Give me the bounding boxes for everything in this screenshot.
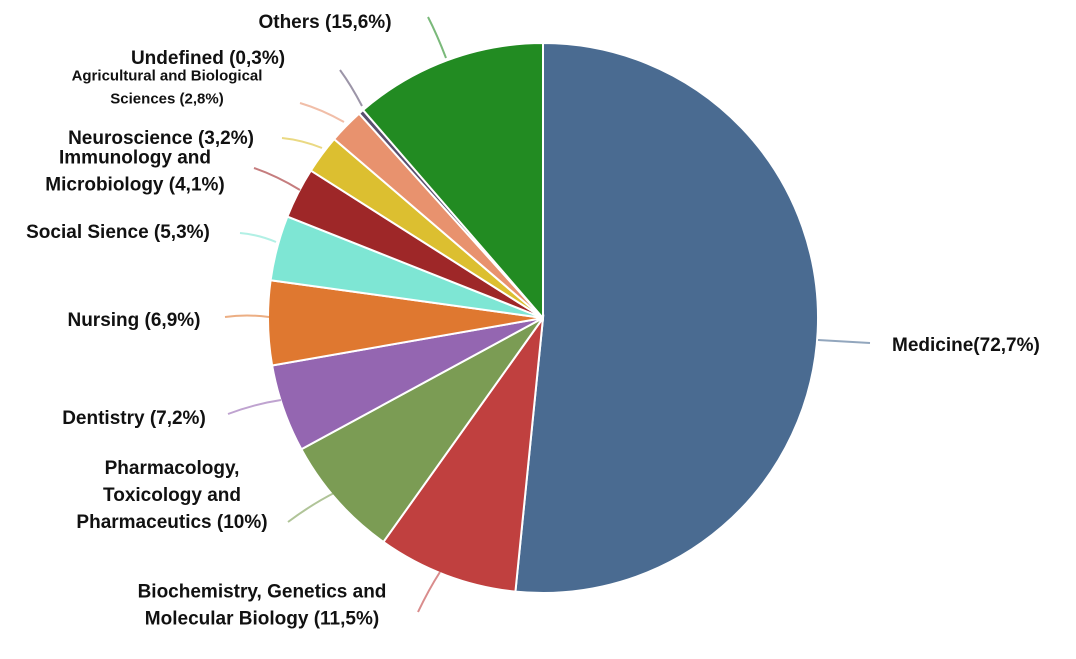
leader-line: [281, 137, 323, 149]
leader-line: [227, 399, 282, 415]
slice-label: Dentistry (7,2%): [62, 408, 206, 429]
leader-line: [239, 232, 277, 243]
pie-slice: [381, 314, 545, 593]
slice-label-line: Pharmacology,: [105, 458, 240, 479]
slice-labels: Medicine(72,7%) Biochemistry, Genetics an…: [26, 12, 1040, 630]
slice-label: Undefined (0,3%): [131, 48, 285, 69]
pie-slices: [267, 41, 819, 594]
slice-label-line: Sciences (2,8%): [110, 91, 223, 108]
slice-label-line: Undefined (0,3%): [131, 48, 285, 69]
slice-label: Nursing (6,9%): [67, 310, 200, 331]
leader-line: [817, 339, 871, 344]
slice-label-line: Nursing (6,9%): [67, 310, 200, 331]
slice-label-line: Agricultural and Biological: [72, 68, 263, 85]
slice-label: Biochemistry, Genetics and Molecular Biol…: [138, 582, 387, 630]
slice-label-line: Pharmaceutics (10%): [76, 512, 267, 533]
slice-label-line: Others (15,6%): [258, 12, 391, 33]
slice-label: Agricultural and Biological Sciences (2,8…: [72, 68, 263, 108]
slice-label-line: Social Sience (5,3%): [26, 222, 210, 243]
leader-line: [224, 314, 270, 318]
leader-lines: [224, 16, 871, 613]
slice-label: Medicine(72,7%): [892, 335, 1040, 356]
leader-line: [427, 16, 447, 59]
slice-label-line: Immunology and: [59, 148, 211, 169]
slice-label-line: Microbiology (4,1%): [45, 175, 224, 196]
leader-line: [299, 102, 345, 123]
slice-label: Others (15,6%): [258, 12, 391, 33]
pie-slice: [300, 317, 544, 544]
slice-label-line: Toxicology and: [103, 485, 241, 506]
leader-line: [287, 491, 337, 523]
leader-line: [417, 571, 441, 613]
leader-line: [253, 167, 301, 191]
leader-line: [339, 69, 363, 107]
slice-label: Social Sience (5,3%): [26, 222, 210, 243]
slice-label: Immunology and Microbiology (4,1%): [45, 148, 224, 196]
pie-slice: [514, 41, 819, 594]
slice-label-line: Dentistry (7,2%): [62, 408, 206, 429]
slice-label-line: Molecular Biology (11,5%): [145, 609, 379, 630]
slice-label-line: Medicine(72,7%): [892, 335, 1040, 356]
slice-label: Neuroscience (3,2%): [68, 128, 254, 149]
slice-label-line: Biochemistry, Genetics and: [138, 582, 387, 603]
pie-slice: [361, 41, 544, 321]
slice-label: Pharmacology, Toxicology and Pharmaceutics…: [76, 458, 267, 533]
slice-label-line: Neuroscience (3,2%): [68, 128, 254, 149]
